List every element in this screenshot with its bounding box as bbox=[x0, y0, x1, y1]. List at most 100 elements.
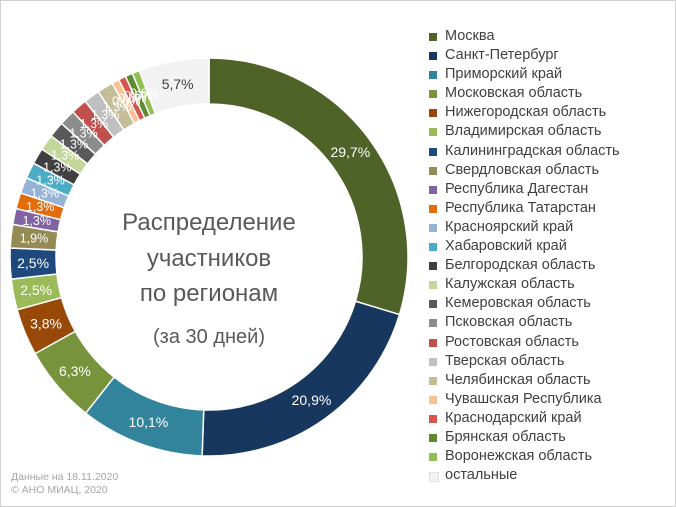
legend-swatch bbox=[429, 223, 437, 232]
legend-item-9: Республика Татарстан bbox=[429, 199, 675, 218]
slice-label-10: 1,3% bbox=[31, 187, 60, 201]
slice-label-21: 0,6% bbox=[124, 89, 153, 103]
slice-label-7: 1,9% bbox=[20, 232, 49, 246]
legend-item-8: Республика Дагестан bbox=[429, 180, 675, 199]
legend-item-7: Свердловская область bbox=[429, 161, 675, 180]
legend-swatch bbox=[429, 433, 437, 442]
legend-swatch bbox=[429, 472, 439, 483]
legend-swatch bbox=[429, 166, 437, 175]
legend-label: Краснодарский край bbox=[445, 409, 582, 426]
slice-label-15: 1,3% bbox=[69, 127, 98, 141]
legend-swatch bbox=[429, 281, 437, 290]
legend-label: Кемеровская область bbox=[445, 295, 591, 312]
legend-swatch bbox=[429, 319, 437, 328]
slice-label-9: 1,3% bbox=[26, 200, 55, 214]
legend-item-15: Псковская область bbox=[429, 313, 675, 332]
legend-label: Белгородская область bbox=[445, 257, 596, 274]
legend-label: Челябинская область bbox=[445, 371, 591, 388]
legend-label: Приморский край bbox=[445, 66, 563, 83]
legend-swatch bbox=[429, 204, 437, 213]
legend-swatch bbox=[429, 376, 437, 385]
slice-label-3: 6,3% bbox=[59, 363, 91, 379]
legend-swatch bbox=[429, 395, 437, 404]
slice-label-8: 1,3% bbox=[22, 214, 51, 228]
legend-swatch bbox=[429, 128, 437, 137]
slice-label-6: 2,5% bbox=[17, 255, 49, 271]
donut-slice-23 bbox=[138, 57, 210, 115]
legend-label: Псковская область bbox=[445, 314, 573, 331]
legend-swatch bbox=[429, 71, 437, 80]
legend-item-14: Кемеровская область bbox=[429, 294, 675, 313]
legend-item-16: Ростовская область bbox=[429, 333, 675, 352]
legend-swatch bbox=[429, 243, 437, 252]
legend-label: Республика Татарстан bbox=[445, 199, 596, 216]
legend-swatch bbox=[429, 357, 437, 366]
legend-label: Тверская область bbox=[445, 352, 565, 369]
slice-label-18: 1,3% bbox=[103, 100, 132, 114]
legend-swatch bbox=[429, 90, 437, 99]
slice-label-20: 0,6% bbox=[118, 92, 147, 106]
legend-label: Республика Дагестан bbox=[445, 180, 589, 197]
legend-item-10: Красноярский край bbox=[429, 218, 675, 237]
footer-date: Данные на 18.11.2020 bbox=[11, 471, 119, 483]
legend-swatch bbox=[429, 185, 437, 194]
legend-swatch bbox=[429, 109, 437, 118]
legend-item-0: Москва bbox=[429, 27, 675, 46]
slice-label-17: 1,3% bbox=[91, 108, 120, 122]
legend-item-20: Краснодарский край bbox=[429, 409, 675, 428]
legend-label: Свердловская область bbox=[445, 161, 600, 178]
legend-item-1: Санкт-Петербург bbox=[429, 46, 675, 65]
legend-label: Чувашская Республика bbox=[445, 390, 602, 407]
chart-title-line-1: Распределение bbox=[122, 209, 296, 236]
footer-note: Данные на 18.11.2020 © АНО МИАЦ, 2020 bbox=[11, 471, 118, 497]
legend-label: Москва bbox=[445, 28, 495, 44]
legend-label: Хабаровский край bbox=[445, 238, 567, 255]
slice-label-11: 1,3% bbox=[36, 173, 65, 187]
legend-label: остальные bbox=[445, 467, 518, 484]
legend-label: Санкт-Петербург bbox=[445, 47, 559, 64]
legend-item-4: Нижегородская область bbox=[429, 103, 675, 122]
legend-swatch bbox=[429, 453, 437, 462]
legend-label: Брянская область bbox=[445, 428, 566, 445]
legend-item-11: Хабаровский край bbox=[429, 237, 675, 256]
legend-item-2: Приморский край bbox=[429, 65, 675, 84]
slice-label-2: 10,1% bbox=[129, 414, 169, 430]
legend-item-6: Калининградская область bbox=[429, 142, 675, 161]
slice-label-22: 0,6% bbox=[130, 86, 159, 100]
slice-label-14: 1,3% bbox=[60, 137, 89, 151]
chart-title-line-2: участников bbox=[146, 245, 272, 272]
legend-item-13: Калужская область bbox=[429, 275, 675, 294]
slice-label-1: 20,9% bbox=[292, 392, 332, 408]
chart-legend: Москва Санкт-Петербург Приморский край Моск… bbox=[429, 27, 675, 485]
legend-swatch bbox=[429, 414, 437, 423]
slice-label-13: 1,3% bbox=[51, 149, 80, 163]
slice-label-5: 2,5% bbox=[20, 282, 52, 298]
chart-subtitle: (за 30 дней) bbox=[153, 326, 265, 348]
legend-swatch bbox=[429, 262, 437, 271]
legend-swatch bbox=[429, 147, 437, 156]
legend-label: Воронежская область bbox=[445, 448, 593, 465]
legend-label: Московская область bbox=[445, 85, 583, 102]
legend-item-12: Белгородская область bbox=[429, 256, 675, 275]
slice-label-4: 3,8% bbox=[30, 316, 62, 332]
slice-label-23: 5,7% bbox=[162, 76, 194, 92]
legend-item-22: Воронежская область bbox=[429, 447, 675, 466]
chart-title-line-3: по регионам bbox=[139, 280, 279, 307]
legend-label: Нижегородская область bbox=[445, 104, 607, 121]
legend-swatch bbox=[429, 338, 437, 347]
legend-swatch bbox=[429, 52, 437, 61]
slice-label-16: 1,3% bbox=[80, 117, 109, 131]
legend-item-23: остальные bbox=[429, 466, 675, 485]
legend-item-21: Брянская область bbox=[429, 428, 675, 447]
legend-label: Красноярский край bbox=[445, 218, 574, 235]
legend-swatch bbox=[429, 33, 437, 41]
slice-label-12: 1,3% bbox=[43, 161, 72, 175]
legend-label: Владимирская область bbox=[445, 123, 602, 140]
legend-swatch bbox=[429, 300, 437, 309]
legend-item-18: Челябинская область bbox=[429, 371, 675, 390]
legend-item-17: Тверская область bbox=[429, 352, 675, 371]
legend-label: Калужская область bbox=[445, 276, 575, 293]
legend-item-19: Чувашская Республика bbox=[429, 390, 675, 409]
